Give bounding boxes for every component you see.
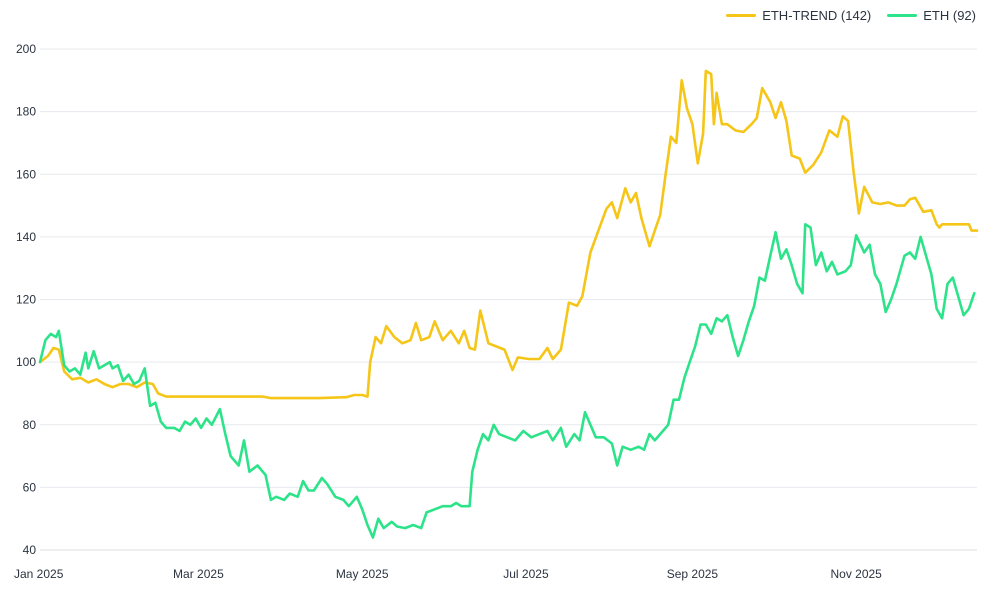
y-tick-label: 100 — [16, 355, 36, 369]
x-tick-label: Nov 2025 — [830, 567, 882, 581]
y-axis: 40 60 80 100 120 140 160 180 200 — [16, 42, 36, 557]
x-tick-label: May 2025 — [336, 567, 389, 581]
y-tick-label: 160 — [16, 167, 36, 181]
x-axis: Jan 2025 Mar 2025 May 2025 Jul 2025 Sep 2025… — [14, 550, 977, 581]
y-tick-label: 180 — [16, 105, 36, 119]
y-tick-label: 140 — [16, 230, 36, 244]
series-layer — [40, 71, 977, 538]
x-tick-label: Jul 2025 — [503, 567, 549, 581]
y-tick-label: 60 — [23, 480, 37, 494]
x-tick-label: Sep 2025 — [667, 567, 719, 581]
y-tick-label: 120 — [16, 293, 36, 307]
x-tick-label: Mar 2025 — [173, 567, 224, 581]
series-line-eth — [40, 224, 974, 537]
y-tick-label: 200 — [16, 42, 36, 56]
x-tick-label: Jan 2025 — [14, 567, 64, 581]
gridlines — [40, 49, 977, 550]
y-tick-label: 40 — [23, 543, 37, 557]
y-tick-label: 80 — [23, 418, 37, 432]
series-line-eth-trend — [40, 71, 977, 398]
